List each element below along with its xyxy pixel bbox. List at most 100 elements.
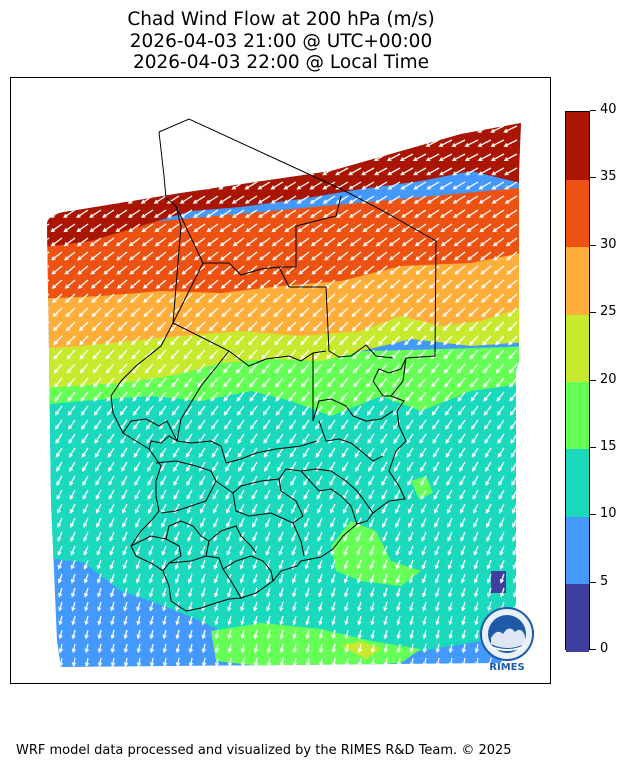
- wind-arrow: [485, 489, 492, 500]
- wind-arrow-head: [400, 171, 405, 176]
- wind-arrow-head: [162, 634, 167, 640]
- wind-arrow-head: [503, 128, 508, 133]
- wind-arrow: [472, 489, 479, 500]
- wind-speed-field: [47, 123, 521, 667]
- wind-arrow: [494, 279, 505, 289]
- wind-arrow: [388, 195, 401, 204]
- wind-arrow-head: [162, 592, 167, 598]
- wind-arrow: [174, 531, 180, 541]
- wind-arrow-head: [97, 620, 102, 626]
- colorbar-segment: [566, 448, 589, 517]
- wind-arrow-head: [91, 298, 96, 303]
- wind-arrow: [304, 517, 310, 528]
- wind-arrow: [116, 223, 128, 232]
- wind-arrow-head: [187, 523, 192, 528]
- wind-arrow: [120, 405, 128, 416]
- wind-arrow: [415, 265, 427, 275]
- wind-arrow: [337, 251, 349, 261]
- wind-arrow: [231, 153, 245, 161]
- wind-arrow-head: [433, 467, 438, 472]
- utc-time: 2026-04-03 21:00 @ UTC+00:00: [129, 31, 433, 52]
- wind-arrow: [460, 531, 466, 541]
- wind-arrow-head: [387, 199, 393, 204]
- wind-arrow-head: [471, 453, 476, 458]
- wind-arrow-head: [387, 171, 392, 176]
- wind-arrow-head: [266, 606, 271, 612]
- wind-arrow: [406, 419, 414, 430]
- wind-arrow: [236, 391, 245, 402]
- wind-arrow-head: [108, 509, 113, 514]
- wind-arrow: [215, 629, 219, 639]
- wind-arrow-head: [395, 537, 400, 542]
- wind-arrow-head: [107, 439, 112, 444]
- wind-arrow-head: [338, 298, 343, 303]
- wind-arrow: [140, 139, 154, 147]
- wind-arrow: [88, 125, 102, 133]
- wind-arrow-head: [122, 551, 127, 556]
- wind-arrow-head: [236, 411, 241, 416]
- wind-arrow-head: [448, 648, 453, 654]
- wind-arrow: [227, 559, 232, 569]
- wind-arrow: [296, 139, 310, 147]
- wind-arrow: [343, 503, 349, 514]
- wind-arrow-head: [71, 648, 76, 654]
- map-title: Chad Wind Flow at 200 hPa (m/s): [127, 9, 435, 30]
- wind-arrow: [96, 517, 102, 528]
- wind-arrow: [154, 195, 167, 204]
- wind-arrow-head: [335, 171, 340, 176]
- wind-arrow: [221, 293, 232, 303]
- wind-arrow-head: [299, 312, 304, 318]
- wind-arrow-head: [507, 312, 512, 318]
- wind-arrow: [136, 559, 141, 569]
- wind-arrow-head: [349, 227, 354, 233]
- wind-arrow-head: [302, 425, 307, 430]
- wind-arrow-head: [58, 634, 63, 640]
- wind-arrow: [499, 517, 505, 528]
- wind-arrow-head: [71, 606, 76, 612]
- wind-arrow-head: [486, 565, 491, 570]
- wind-arrow-head: [474, 592, 479, 598]
- wind-arrow-head: [187, 537, 192, 542]
- wind-arrow-head: [116, 270, 121, 275]
- wind-arrow: [289, 433, 297, 444]
- wind-arrow: [149, 559, 154, 569]
- wind-arrow: [57, 545, 63, 555]
- wind-arrow-head: [370, 592, 375, 598]
- wind-arrow-head: [508, 354, 513, 360]
- wind-arrow: [83, 531, 89, 541]
- wind-arrow-head: [103, 284, 109, 289]
- wind-arrow-head: [145, 397, 150, 402]
- wind-arrow: [394, 475, 401, 486]
- wind-arrow-head: [420, 481, 425, 486]
- wind-arrow-head: [343, 565, 348, 570]
- wind-arrow-head: [416, 312, 421, 318]
- wind-arrow-head: [511, 509, 516, 514]
- wind-arrow: [482, 321, 492, 331]
- wind-arrow: [293, 643, 297, 653]
- wind-arrow-head: [129, 284, 135, 289]
- wind-arrow: [401, 181, 414, 190]
- wind-arrow-head: [422, 606, 427, 612]
- wind-arrow-head: [56, 509, 61, 514]
- wind-arrow: [155, 237, 167, 247]
- wind-arrow-head: [105, 369, 111, 374]
- wind-arrow: [248, 321, 258, 331]
- wind-arrow-head: [473, 537, 478, 542]
- wind-arrow-head: [391, 354, 396, 360]
- wind-arrow: [474, 587, 479, 597]
- wind-arrow: [94, 433, 102, 444]
- wind-arrow: [179, 125, 193, 133]
- wind-arrow-head: [392, 411, 397, 416]
- wind-arrow: [237, 405, 245, 416]
- wind-arrow-head: [448, 606, 453, 612]
- colorbar-tick: [590, 649, 596, 650]
- wind-arrow: [364, 279, 375, 289]
- wind-arrow: [494, 293, 505, 303]
- wind-arrow: [219, 209, 232, 218]
- wind-arrow: [397, 629, 401, 639]
- wind-arrow: [135, 545, 141, 555]
- wind-arrow-head: [304, 578, 310, 584]
- wind-arrow-head: [143, 298, 148, 303]
- wind-arrow: [47, 475, 50, 486]
- wind-arrow-head: [132, 411, 137, 416]
